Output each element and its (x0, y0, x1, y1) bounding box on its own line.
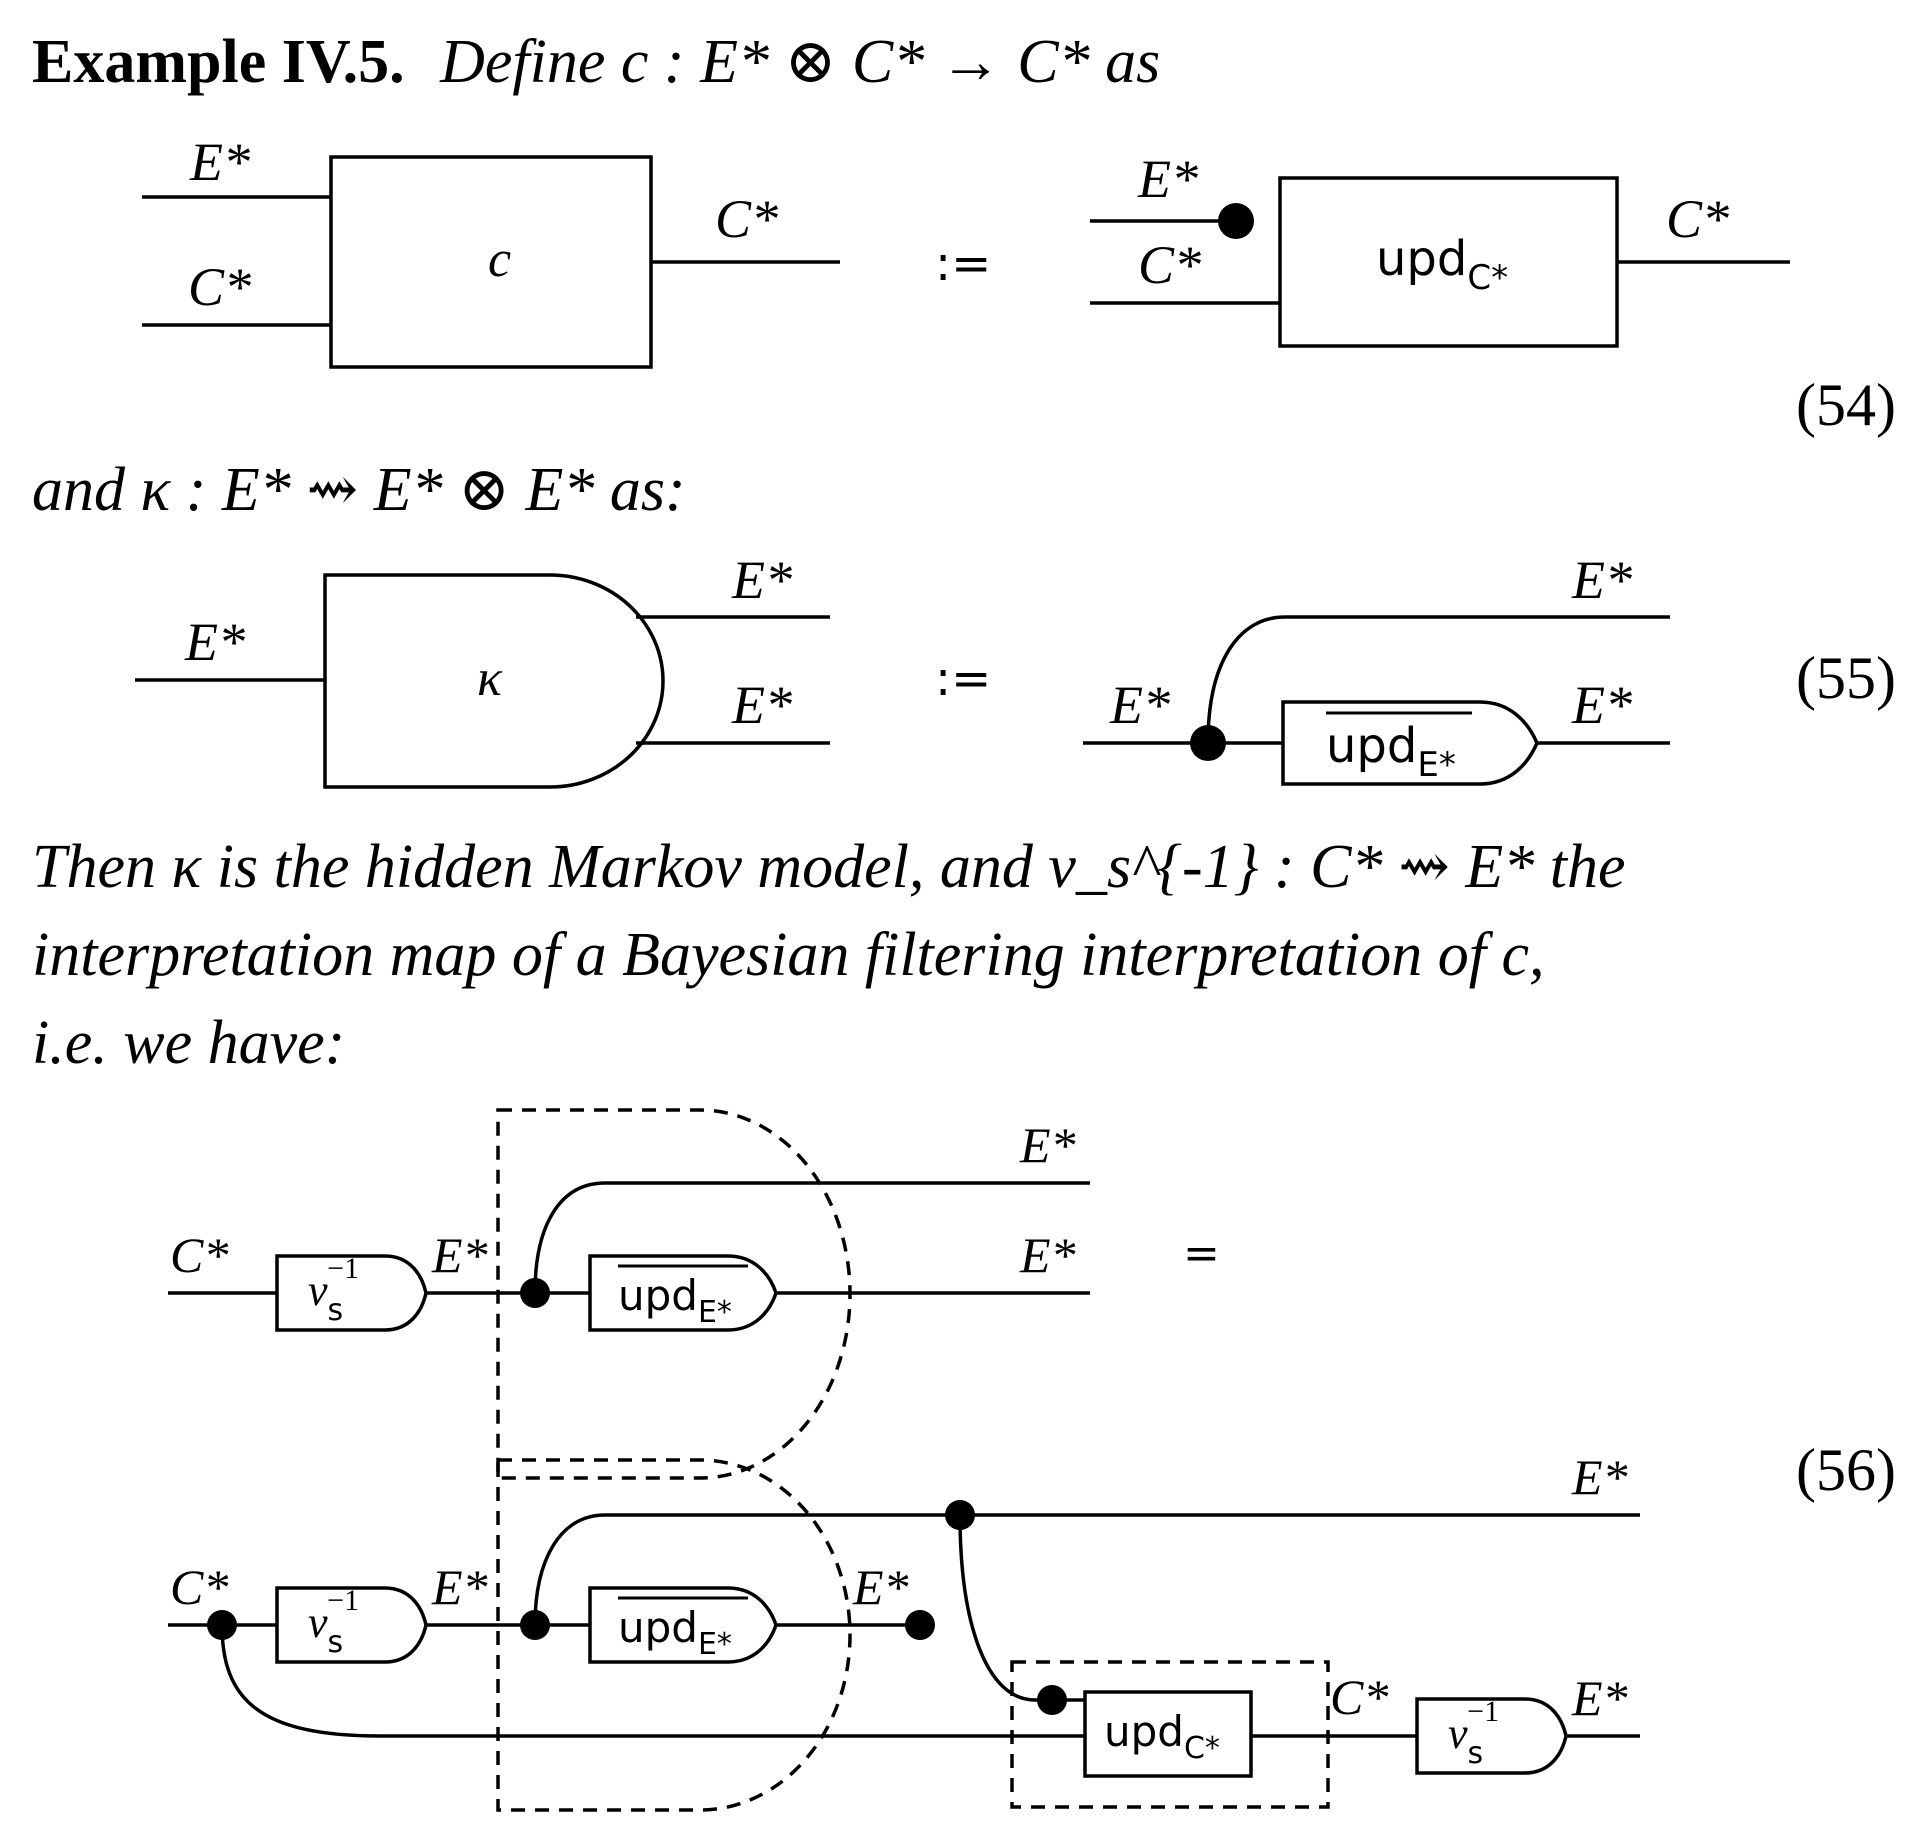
label-e-star: E* (731, 550, 792, 610)
wire-copy-top (533, 1181, 1090, 1294)
equation-number-55: (55) (1796, 645, 1896, 711)
box-nu-inverse (1415, 1697, 1568, 1775)
copy-dot (1190, 725, 1226, 761)
box-nu-inverse (275, 1586, 428, 1664)
box-label-nu-inverse: νs−1 (1448, 1695, 1499, 1771)
sentence-kappa: and κ : E* ⇝ E* ⊗ E* as: (32, 456, 686, 524)
box-label-upd-e: updE* (1326, 718, 1456, 785)
box-label-nu-inverse: νs−1 (308, 1252, 359, 1328)
label-e-star: E* (431, 1227, 488, 1283)
label-e-star: E* (852, 1559, 909, 1615)
label-c-star: C* (170, 1559, 228, 1615)
assign-symbol: := (935, 236, 991, 292)
wire-copy-top (533, 1513, 1640, 1626)
label-e-star: E* (1109, 675, 1170, 735)
box-upd-e-bar (1281, 700, 1539, 786)
box-kappa (323, 573, 665, 789)
label-c-star: C* (1138, 235, 1201, 295)
box-upd-e-bar (588, 1254, 778, 1332)
box-label-upd-c: updC* (1104, 1707, 1220, 1766)
wire-copy-top (1206, 615, 1670, 744)
box-label-upd-c: updC* (1376, 231, 1508, 298)
discard-dot (905, 1610, 935, 1640)
box-nu-inverse (275, 1254, 428, 1332)
label-c-star: C* (1666, 189, 1729, 249)
example-definition: Define c : E* ⊗ C* → C* as (439, 28, 1160, 96)
diagram-54: E* C* c C* := E* C* updC* C* (54) (142, 132, 1896, 438)
example-heading: Example IV.5. Define c : E* ⊗ C* → C* as (32, 28, 1160, 96)
label-e-star: E* (1571, 1670, 1628, 1726)
wire-copy-lower (220, 1624, 1090, 1738)
wire-copy-down (958, 1514, 1085, 1702)
discard-dot (1037, 1685, 1067, 1715)
label-e-star: E* (731, 675, 792, 735)
label-e-star: E* (1019, 1227, 1076, 1283)
label-e-star: E* (1019, 1117, 1076, 1173)
assign-symbol: := (935, 651, 991, 707)
box-label-nu-inverse: νs−1 (308, 1584, 359, 1660)
box-label-c: c (488, 231, 511, 288)
discard-dot (1218, 203, 1254, 239)
paragraph-line-2: interpretation map of a Bayesian filteri… (32, 921, 1545, 989)
diagram-56-top: C* νs−1 E* updE* E* E* = (168, 1108, 1220, 1480)
equals-symbol: = (1183, 1228, 1220, 1279)
label-e-star: E* (1571, 1449, 1628, 1505)
label-e-star: E* (189, 132, 250, 192)
label-c-star: C* (170, 1227, 228, 1283)
label-c-star: C* (1330, 1669, 1388, 1725)
label-c-star: C* (715, 189, 778, 249)
box-c (329, 155, 653, 369)
label-e-star: E* (184, 612, 245, 672)
box-label-kappa: κ (477, 650, 503, 707)
paragraph-line-3: i.e. we have: (32, 1009, 345, 1077)
dashed-kappa-frame (496, 1458, 852, 1812)
box-label-upd-e: updE* (618, 1603, 732, 1662)
box-upd-c (1083, 1690, 1253, 1778)
equation-number-54: (54) (1796, 372, 1896, 438)
box-upd-e-bar (588, 1586, 778, 1664)
equation-number-56: (56) (1796, 1437, 1896, 1503)
label-e-star: E* (431, 1559, 488, 1615)
example-label: Example IV.5. (32, 28, 405, 96)
diagram-56-bottom: C* νs−1 E* updE* E* E* updC* C* νs−1 E* … (168, 1437, 1896, 1812)
label-e-star: E* (1571, 550, 1632, 610)
label-c-star: C* (188, 257, 251, 317)
box-upd-c (1278, 176, 1619, 348)
label-e-star: E* (1137, 149, 1198, 209)
diagram-55: E* κ E* E* := E* E* E* updE* (55) (135, 550, 1896, 789)
label-e-star: E* (1571, 675, 1632, 735)
dashed-kappa-frame (496, 1108, 852, 1480)
paragraph-line-1: Then κ is the hidden Markov model, and ν… (32, 833, 1626, 901)
box-label-upd-e: updE* (618, 1271, 732, 1330)
